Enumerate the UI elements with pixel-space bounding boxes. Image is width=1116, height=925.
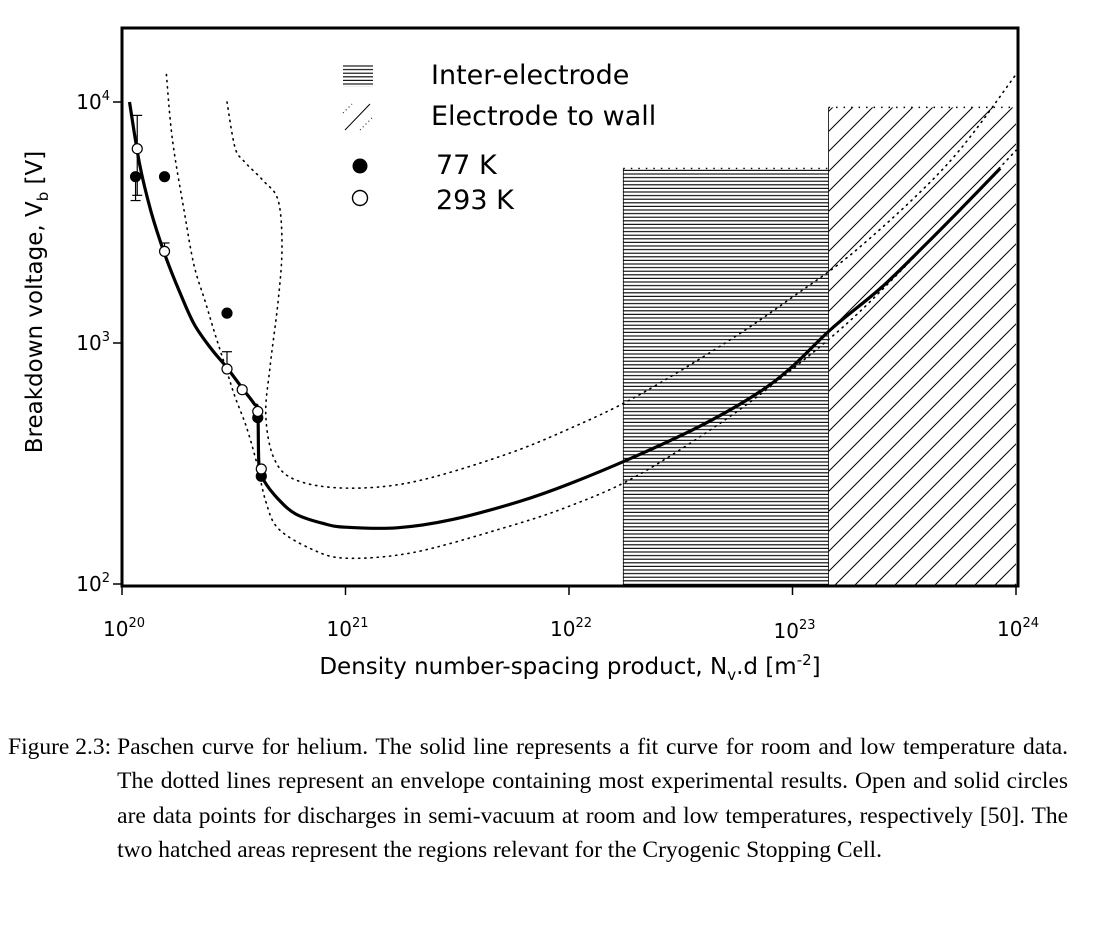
point-293k [221, 351, 233, 375]
open-marker [158, 245, 171, 257]
open-marker [255, 463, 267, 475]
envelope-curves [165, 73, 1017, 560]
region-electrode-to-wall [828, 106, 1016, 586]
point-77k [129, 171, 142, 202]
x-axis-label-sub: v [727, 666, 736, 684]
y-tick-label: 103 [76, 330, 110, 355]
y-axis-label-tail: [V] [22, 151, 48, 192]
x-axis-label-tail: .d [m [736, 654, 797, 680]
x-tick-label: 1023 [774, 618, 816, 643]
y-axis-ticks: 102 103 104 [76, 89, 122, 596]
y-axis-label-main: Breakdown voltage, V [22, 201, 48, 453]
x-axis-label-main: Density number-spacing product, N [319, 654, 727, 680]
region-fill [623, 168, 829, 586]
legend-item-77k: 77 K [352, 150, 498, 181]
point-77k [221, 307, 233, 319]
x-tick-label: 1022 [550, 616, 592, 641]
y-tick-label: 104 [76, 89, 110, 114]
filled-marker [158, 171, 171, 183]
fit-curve [127, 101, 1002, 530]
filled-marker [129, 171, 142, 183]
legend-label-293k: 293 K [436, 185, 515, 216]
x-axis-label-end: ] [812, 654, 821, 680]
point-293k [236, 384, 248, 396]
filled-marker [221, 307, 233, 319]
legend: Inter-electrode Electrode to wall 77 K 2… [342, 60, 656, 216]
x-tick-label: 1020 [103, 616, 145, 641]
caption-text: Paschen curve for helium. The solid line… [117, 734, 1068, 863]
legend-item-electrode-to-wall: Electrode to wall [342, 101, 656, 132]
x-axis-label-sup: -2 [797, 651, 812, 669]
y-axis-label: Breakdown voltage, Vb [V] [22, 151, 52, 454]
open-marker [221, 363, 233, 375]
y-tick-label: 102 [76, 571, 110, 596]
paschen-chart: 1020 1021 1022 1023 1024 102 103 104 Density n… [22, 26, 1039, 684]
caption-label: Figure 2.3: [8, 734, 112, 760]
open-marker [131, 143, 143, 155]
x-axis-ticks: 1020 1021 1022 1023 1024 [103, 586, 1039, 643]
point-293k [252, 405, 264, 418]
region-fill [828, 107, 1016, 586]
fit-curve-layer [127, 101, 1002, 530]
legend-marker-open-circle [351, 189, 369, 207]
plot-frame [120, 26, 1020, 588]
point-293k [255, 463, 267, 475]
x-tick-label: 1021 [327, 616, 369, 641]
legend-marker-filled-circle [352, 158, 368, 174]
hatched-regions [622, 106, 1016, 586]
point-293k [131, 114, 143, 196]
figure-caption: Figure 2.3: Paschen curve for helium. Th… [8, 730, 1068, 867]
point-293k [158, 242, 171, 257]
legend-swatch-horizontal-hatch [343, 63, 373, 87]
legend-label-electrode-to-wall: Electrode to wall [431, 101, 656, 132]
legend-swatch-diagonal-hatch [342, 103, 373, 131]
open-marker [236, 384, 248, 396]
legend-item-inter-electrode: Inter-electrode [343, 60, 629, 91]
legend-label-77k: 77 K [436, 150, 498, 181]
x-axis-label: Density number-spacing product, Nv.d [m-… [319, 651, 820, 684]
point-77k [158, 171, 171, 183]
envelope-curve-2 [226, 73, 1017, 489]
region-inter-electrode [622, 167, 829, 586]
data-points [129, 114, 267, 482]
open-marker [252, 405, 264, 418]
y-axis-label-sub: b [34, 192, 52, 202]
x-tick-label: 1024 [997, 616, 1039, 641]
envelope-curve-1 [165, 73, 1017, 560]
legend-item-293k: 293 K [351, 185, 515, 216]
legend-label-inter-electrode: Inter-electrode [431, 60, 629, 91]
